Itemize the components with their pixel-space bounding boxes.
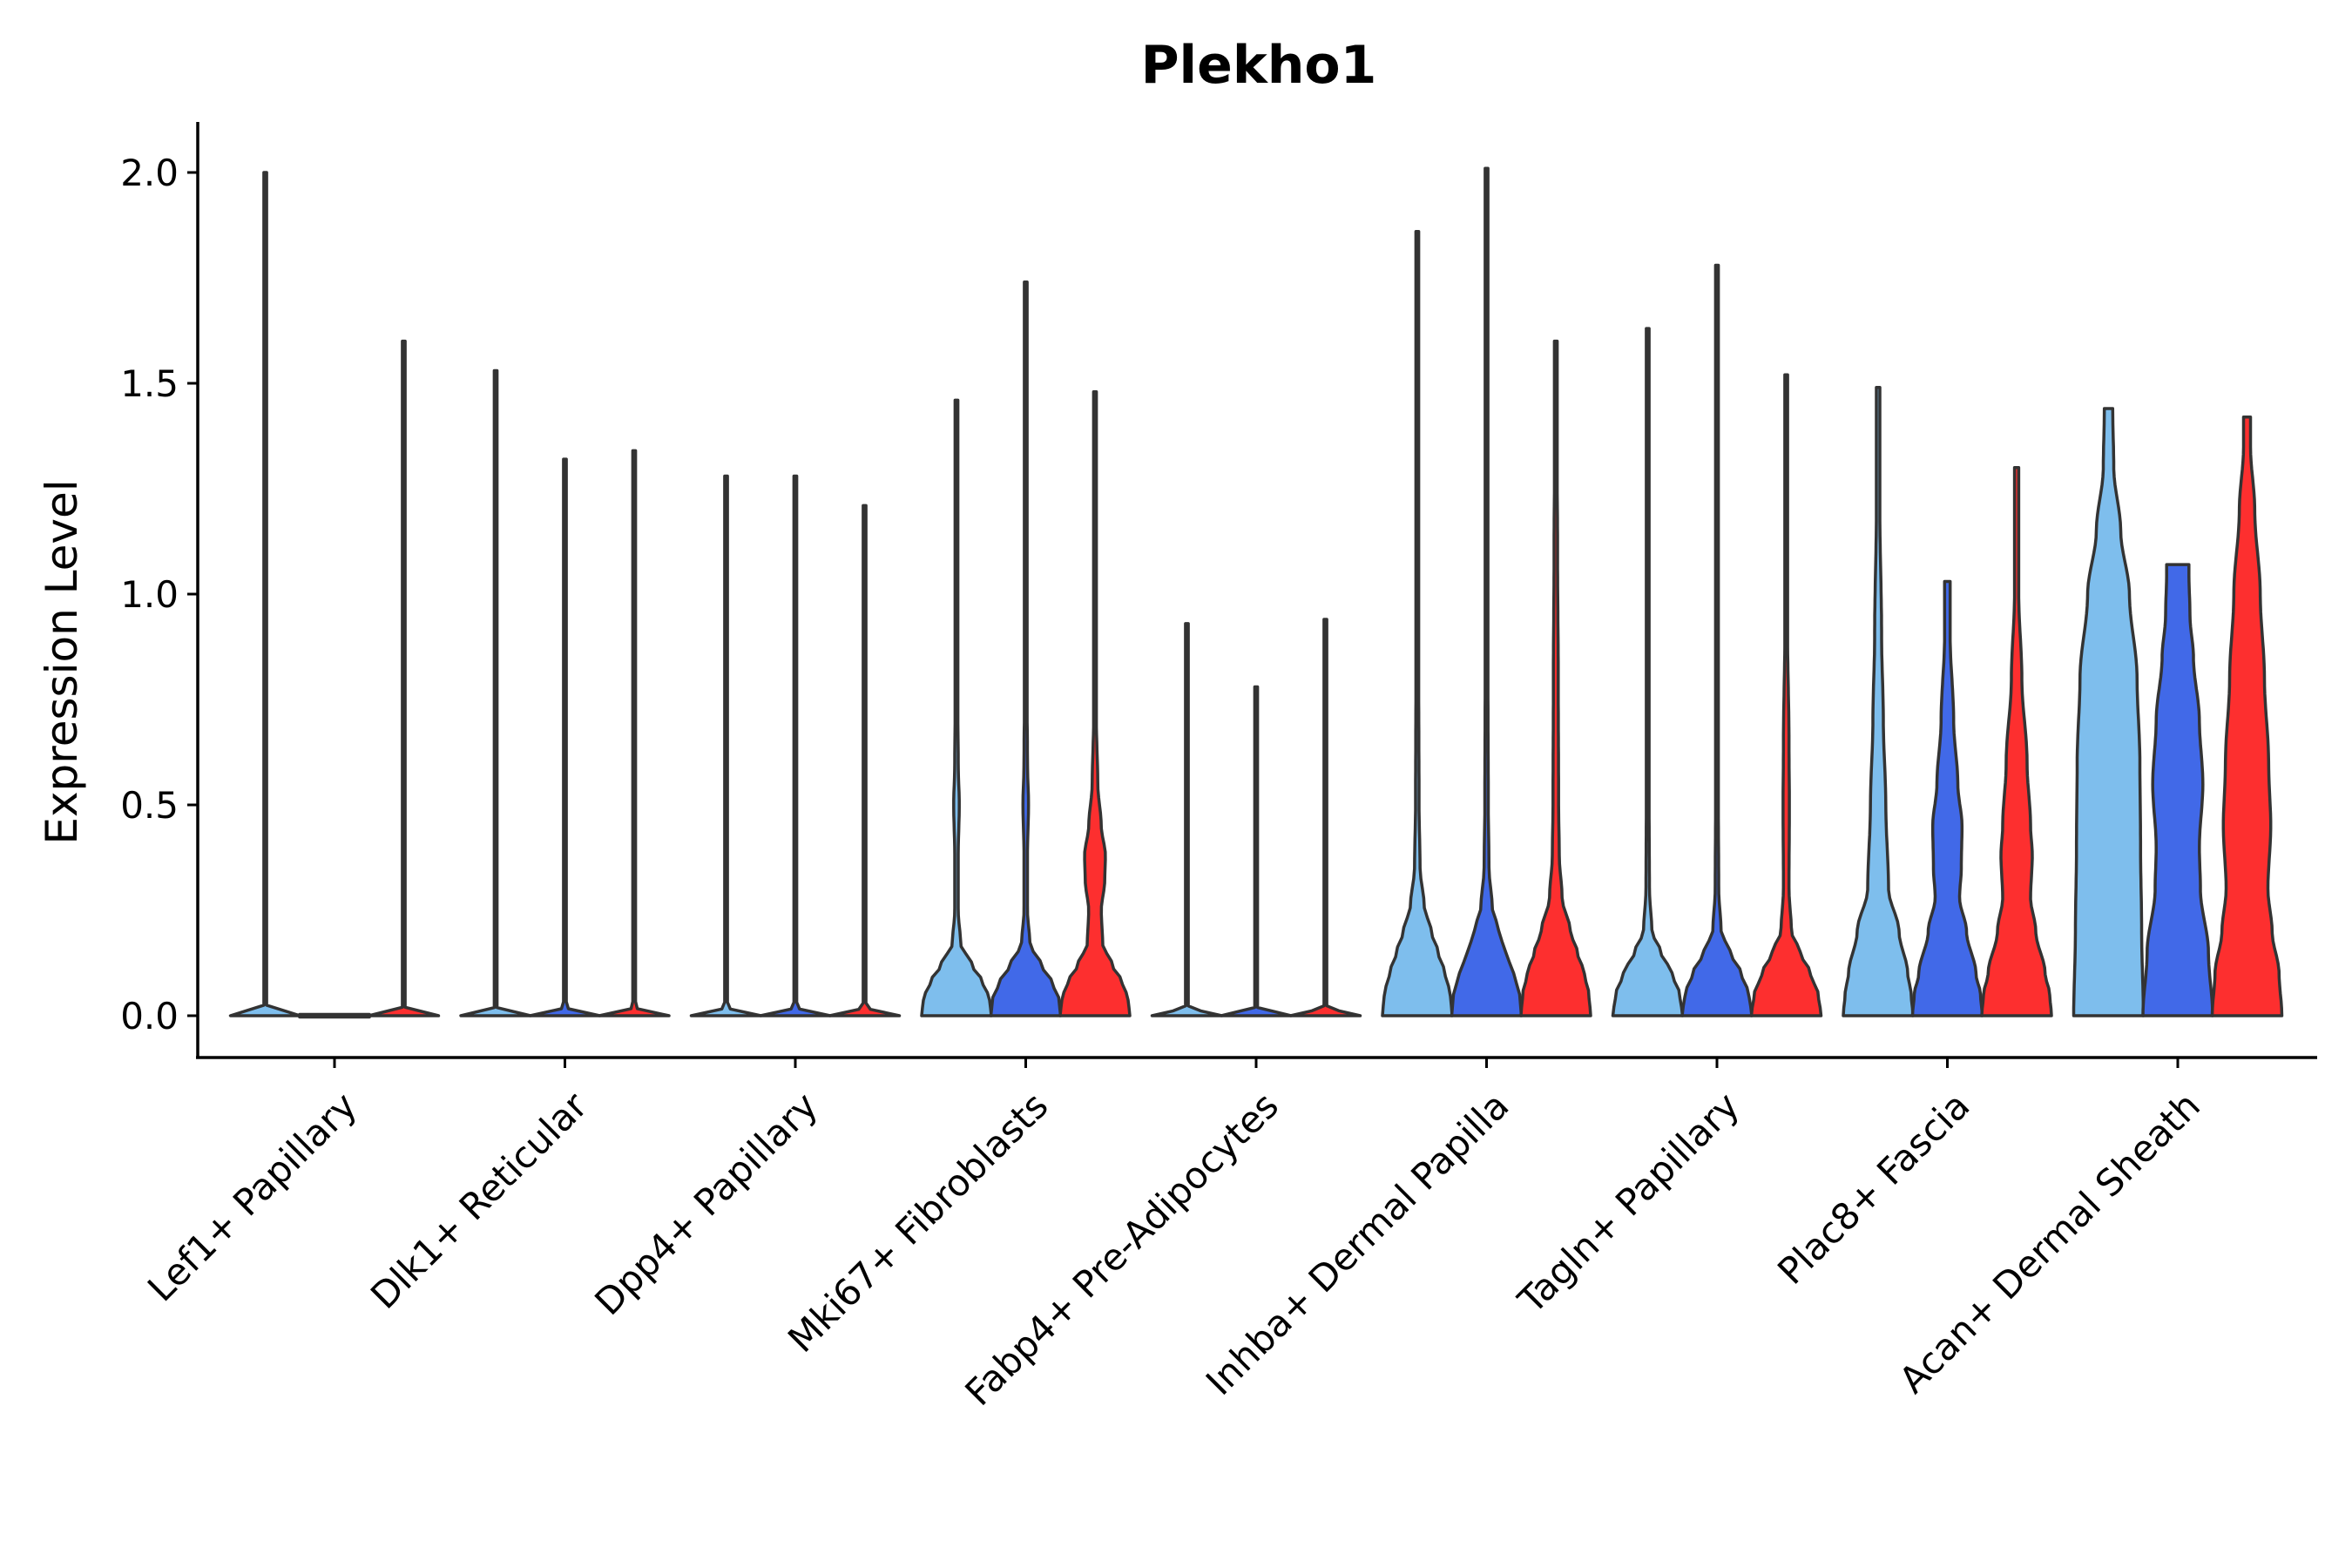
y-tick-label: 2.0 bbox=[120, 152, 179, 194]
violin-shape bbox=[2210, 415, 2284, 1017]
violin-shape bbox=[1519, 339, 1592, 1017]
violin-shape bbox=[2141, 563, 2214, 1017]
x-category-label: Tagln+ Papillary bbox=[1510, 1084, 1747, 1321]
y-tick-label: 0.0 bbox=[120, 995, 179, 1037]
y-ticks: 0.0 0.5 1.0 1.5 2.0 bbox=[120, 152, 198, 1037]
violin-layer bbox=[228, 166, 2284, 1019]
violin-shape bbox=[1150, 622, 1224, 1017]
x-category-label: Lef1+ Papillary bbox=[139, 1084, 365, 1309]
violin-shape bbox=[689, 474, 763, 1017]
x-category-label: Plac8+ Fascia bbox=[1769, 1084, 1977, 1292]
violin-shape bbox=[1680, 263, 1754, 1017]
violin-shape bbox=[1220, 685, 1293, 1017]
x-category-label: Dpp4+ Papillary bbox=[586, 1084, 826, 1323]
violin-shape bbox=[989, 280, 1063, 1017]
violin-shape bbox=[1611, 327, 1685, 1017]
violin-shape bbox=[759, 474, 832, 1017]
violin-shape bbox=[228, 171, 302, 1017]
x-category-label: Dlk1+ Reticular bbox=[362, 1084, 596, 1317]
violin-shape bbox=[598, 449, 671, 1017]
violin-shape bbox=[1450, 166, 1524, 1017]
violin-shape bbox=[1910, 579, 1984, 1017]
y-axis-label: Expression Level bbox=[37, 479, 87, 844]
violin-shape bbox=[2072, 407, 2146, 1017]
violin-shape bbox=[1381, 230, 1454, 1017]
x-category-label: Mki67+ Fibroblasts bbox=[780, 1084, 1056, 1360]
chart-title: Plekho1 bbox=[1141, 35, 1377, 96]
violin-shape bbox=[1288, 618, 1362, 1017]
violin-shape bbox=[528, 457, 602, 1017]
violin-shape bbox=[459, 368, 532, 1017]
violin-shape bbox=[1058, 389, 1132, 1017]
violin-shape bbox=[920, 398, 993, 1017]
violin-shape bbox=[1980, 466, 2053, 1017]
violin-shape bbox=[1749, 373, 1823, 1017]
violin-shape bbox=[828, 504, 902, 1017]
violin-shape bbox=[1842, 386, 1915, 1017]
y-tick-label: 1.0 bbox=[120, 573, 179, 616]
y-tick-label: 0.5 bbox=[120, 784, 179, 827]
y-tick-label: 1.5 bbox=[120, 362, 179, 405]
violin-shape bbox=[367, 339, 441, 1017]
violin-shape bbox=[298, 1012, 371, 1019]
